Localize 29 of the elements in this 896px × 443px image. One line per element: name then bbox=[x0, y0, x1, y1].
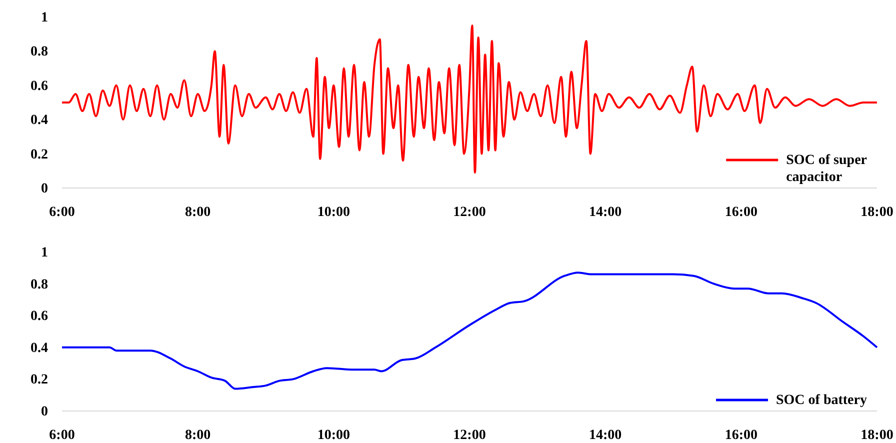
x-tick-label: 14:00 bbox=[588, 428, 622, 443]
y-tick-label: 0.8 bbox=[30, 277, 48, 292]
y-tick-label: 0.6 bbox=[30, 78, 48, 94]
legend-label: SOC of battery bbox=[776, 393, 867, 408]
y-tick-label: 0 bbox=[41, 181, 48, 196]
y-tick-label: 0.2 bbox=[30, 147, 48, 162]
y-tick-label: 1 bbox=[41, 10, 48, 26]
x-tick-label: 16:00 bbox=[724, 204, 758, 220]
x-tick-label: 18:00 bbox=[860, 204, 894, 220]
line-series bbox=[61, 272, 878, 390]
x-tick-label: 10:00 bbox=[317, 428, 350, 443]
x-tick-label: 8:00 bbox=[184, 428, 211, 443]
y-tick-label: 0.2 bbox=[30, 372, 48, 388]
y-tick-label: 0.4 bbox=[30, 113, 48, 128]
y-tick-label: 0.4 bbox=[30, 340, 48, 356]
x-tick-label: 6:00 bbox=[49, 204, 75, 220]
x-tick-label: 6:00 bbox=[49, 428, 75, 443]
x-tick-label: 14:00 bbox=[588, 204, 622, 220]
x-tick-label: 16:00 bbox=[724, 428, 758, 443]
x-tick-label: 12:00 bbox=[453, 204, 486, 220]
y-tick-label: 0.8 bbox=[30, 44, 48, 60]
y-tick-label: 1 bbox=[41, 245, 48, 260]
x-tick-label: 8:00 bbox=[184, 204, 211, 220]
x-tick-label: 10:00 bbox=[317, 204, 350, 220]
x-tick-label: 18:00 bbox=[860, 428, 894, 443]
y-tick-label: 0 bbox=[41, 404, 48, 420]
y-tick-label: 0.6 bbox=[30, 309, 48, 324]
x-tick-label: 12:00 bbox=[453, 428, 486, 443]
legend-label: SOC of super capacitor bbox=[786, 153, 867, 185]
